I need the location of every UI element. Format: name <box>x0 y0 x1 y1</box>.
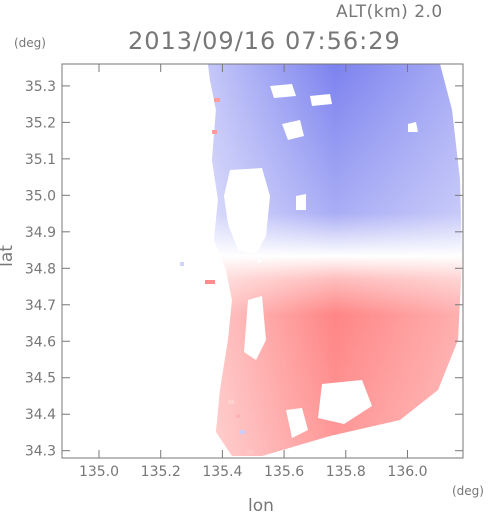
no-echo-area <box>286 408 308 438</box>
no-echo-area <box>244 296 266 360</box>
no-echo-area <box>408 122 418 132</box>
echo-speck <box>228 400 234 404</box>
y-tick-label: 34.4 <box>25 407 56 423</box>
y-tick-label: 34.7 <box>25 298 56 314</box>
y-tick-label: 34.3 <box>25 444 56 460</box>
echo-speck <box>240 430 245 434</box>
x-tick-label: 136.0 <box>387 464 427 480</box>
no-echo-area <box>310 94 332 106</box>
x-tick-label: 135.8 <box>326 464 366 480</box>
no-echo-area <box>296 194 306 210</box>
echo-speck <box>236 414 240 418</box>
echo-speck <box>180 262 184 266</box>
y-tick-label: 34.8 <box>25 261 56 277</box>
altitude-label: ALT(km) 2.0 <box>336 2 443 22</box>
y-tick-label: 35.3 <box>25 79 56 95</box>
x-tick-label: 135.2 <box>141 464 181 480</box>
echo-speck <box>205 280 215 284</box>
echo-speck <box>246 450 254 454</box>
y-tick-label: 34.6 <box>25 334 56 350</box>
y-tick-label: 35.2 <box>25 115 56 131</box>
y-axis-unit: (deg) <box>14 36 46 50</box>
x-axis-unit: (deg) <box>452 484 484 498</box>
axes: 135.0 135.2 135.4 135.6 135.8 136.0 34.3 34.4 34… <box>25 64 463 480</box>
y-tick-label: 34.5 <box>25 371 56 387</box>
y-tick-label: 35.1 <box>25 152 56 168</box>
echo-speck <box>214 98 220 102</box>
no-echo-area <box>282 120 304 140</box>
no-echo-area <box>270 84 296 98</box>
y-tick-label: 34.9 <box>25 225 56 241</box>
x-tick-label: 135.0 <box>79 464 119 480</box>
no-echo-area <box>224 168 270 254</box>
echo-shading <box>208 64 462 456</box>
plot-frame <box>61 63 464 459</box>
radar-site-marker <box>257 259 262 263</box>
x-tick-label: 135.4 <box>202 464 242 480</box>
y-tick-label: 35.0 <box>25 188 56 204</box>
no-echo-area <box>318 380 372 424</box>
velocity-field <box>180 64 462 456</box>
x-tick-label: 135.6 <box>264 464 304 480</box>
timestamp-title: 2013/09/16 07:56:29 <box>128 27 401 55</box>
echo-speck <box>212 130 217 134</box>
x-axis-label: lon <box>248 496 274 516</box>
